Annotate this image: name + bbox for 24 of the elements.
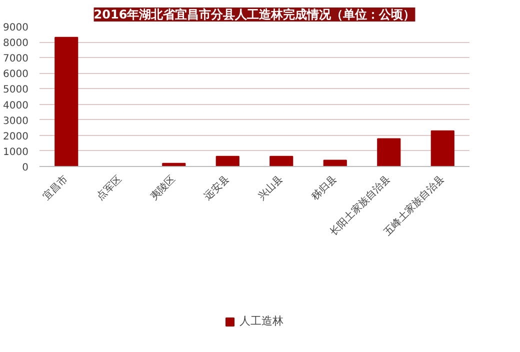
y-tick-label: 8000 — [3, 38, 29, 50]
bar — [377, 138, 401, 166]
legend-label: 人工造林 — [240, 314, 284, 329]
bar — [430, 130, 454, 166]
x-tick-label: 宜昌市 — [40, 172, 70, 203]
y-tick-label: 9000 — [3, 22, 29, 34]
x-tick-label: 点军区 — [94, 172, 124, 203]
bar — [54, 36, 78, 166]
y-tick-label: 0 — [22, 162, 29, 174]
bar — [323, 160, 347, 166]
y-tick-label: 4000 — [3, 100, 29, 112]
bar — [216, 156, 240, 166]
bar — [270, 156, 294, 166]
y-tick-label: 5000 — [3, 84, 29, 96]
x-tick-label: 兴山县 — [256, 172, 286, 203]
chart-title: 2016年湖北省宜昌市分县人工造林完成情况（单位：公顷） — [94, 8, 416, 22]
x-tick-label: 远安县 — [202, 172, 232, 203]
y-tick-label: 1000 — [3, 146, 29, 158]
x-tick-label: 秭归县 — [309, 172, 340, 203]
y-tick-label: 3000 — [3, 116, 29, 127]
y-tick-label: 2000 — [3, 131, 29, 142]
x-tick-label: 夷陵区 — [148, 172, 178, 203]
y-tick-label: 7000 — [3, 54, 29, 65]
y-tick-label: 6000 — [3, 69, 29, 80]
